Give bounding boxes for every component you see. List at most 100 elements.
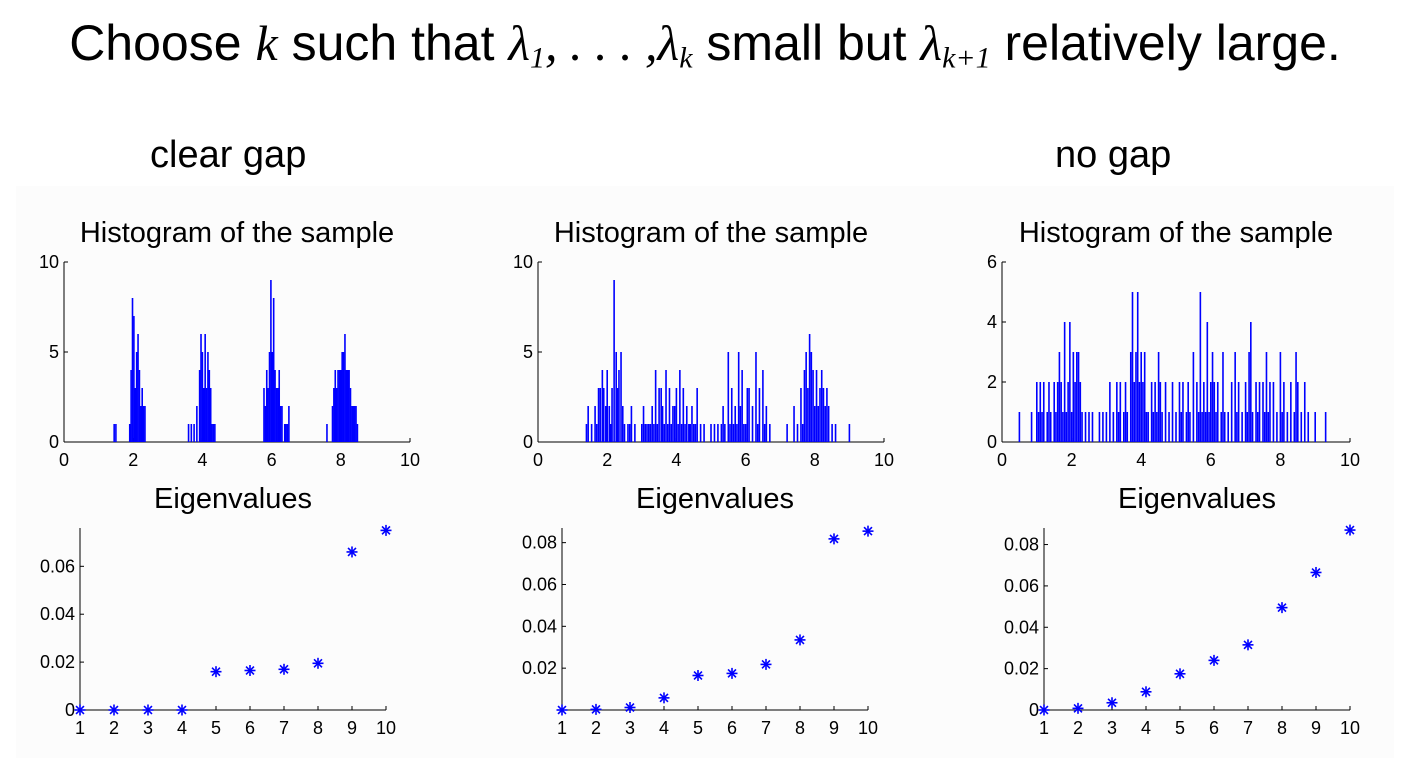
histogram-bar — [1048, 382, 1050, 442]
marker-stroke — [313, 658, 323, 668]
histogram-bar — [590, 424, 593, 442]
histogram-bar — [207, 352, 209, 442]
histogram-bar — [1018, 412, 1021, 442]
x-tick-label: 10 — [1340, 450, 1360, 470]
histogram-bar — [1196, 382, 1198, 442]
histogram-bar — [1256, 412, 1259, 442]
x-tick-label: 7 — [279, 718, 289, 738]
histogram-bar — [1060, 382, 1062, 442]
histogram-bar — [1290, 382, 1292, 442]
x-tick-label: 8 — [1275, 450, 1285, 470]
histogram-bar — [820, 370, 823, 442]
histogram-bar — [113, 424, 115, 442]
histogram-bar — [138, 370, 141, 442]
marker-stroke — [1039, 705, 1049, 715]
x-tick-label: 9 — [1311, 718, 1321, 738]
histogram-bar — [812, 370, 814, 442]
marker-stroke — [279, 664, 289, 674]
histogram-bar — [202, 388, 205, 442]
x-tick-label: 4 — [671, 450, 681, 470]
histogram-bar — [1276, 412, 1278, 442]
histogram-bar — [326, 424, 328, 442]
histogram-bar — [1030, 412, 1033, 442]
histogram-bar — [1133, 382, 1136, 442]
marker-stroke — [1209, 655, 1219, 665]
histogram-bar — [1236, 412, 1238, 442]
y-tick-label: 0.06 — [1004, 576, 1039, 596]
y-tick-label: 0.04 — [1004, 617, 1039, 637]
histogram-bar — [746, 388, 749, 442]
histogram-bar — [1076, 352, 1078, 442]
eigenvalue-point — [726, 667, 738, 679]
histogram-bar — [265, 370, 268, 442]
histogram-bar — [620, 352, 622, 442]
x-tick-label: 4 — [177, 718, 187, 738]
x-tick-label: 2 — [1067, 450, 1077, 470]
histogram-bar — [1145, 412, 1148, 442]
histogram-bar — [729, 424, 731, 442]
histogram-bar — [743, 424, 745, 442]
marker-stroke — [1073, 703, 1083, 713]
histogram-bar — [668, 388, 671, 442]
histogram-bar — [1069, 322, 1071, 442]
histogram-bar — [817, 406, 820, 442]
histogram-bar — [618, 370, 620, 442]
x-tick-label: 4 — [1136, 450, 1146, 470]
histogram-bar — [608, 406, 611, 442]
histogram-bar — [1223, 412, 1226, 442]
x-tick-label: 1 — [1039, 718, 1049, 738]
histogram-bar — [131, 298, 134, 442]
histogram-bar — [732, 424, 735, 442]
x-tick-label: 4 — [1141, 718, 1151, 738]
histogram-bar — [1197, 412, 1200, 442]
histogram-bar — [602, 388, 605, 442]
histogram-bar — [703, 424, 705, 442]
histogram-bar — [193, 424, 195, 442]
histogram-bar — [673, 406, 676, 442]
histogram-bar — [720, 424, 723, 442]
histogram-bar — [710, 424, 712, 442]
histogram-bar — [834, 424, 837, 442]
histogram-bar — [656, 424, 659, 442]
chart-title: Eigenvalues — [154, 483, 312, 515]
y-tick-label: 0 — [49, 432, 59, 452]
histogram-bar — [356, 424, 359, 442]
eigenvalue-point — [1276, 602, 1288, 614]
histogram-bar — [609, 424, 612, 442]
histogram-bar — [734, 406, 737, 442]
histogram-bar — [692, 424, 695, 442]
histogram-bar — [685, 406, 688, 442]
histogram-bar — [661, 406, 664, 442]
histogram-bar — [135, 352, 138, 442]
histogram-bar — [1180, 412, 1183, 442]
histogram-bar — [272, 298, 275, 442]
eigenvalue-point — [74, 704, 86, 716]
histogram-bar — [1297, 382, 1299, 442]
histogram-bar — [1182, 382, 1184, 442]
histogram-bar — [1227, 412, 1229, 442]
histogram-bar — [597, 388, 600, 442]
y-tick-label: 0 — [1029, 700, 1039, 720]
histogram-bar — [1234, 352, 1236, 442]
histogram-bar — [585, 424, 588, 442]
histogram-bar — [848, 424, 851, 442]
histogram-bar — [345, 370, 348, 442]
x-tick-label: 5 — [1175, 718, 1185, 738]
histogram-bar — [1042, 382, 1045, 442]
histogram-bar — [1058, 352, 1061, 442]
y-tick-label: 5 — [49, 342, 59, 362]
histogram-bar — [264, 406, 267, 442]
marker-stroke — [245, 665, 255, 676]
histogram-bar — [651, 406, 653, 442]
histogram-bar — [1272, 382, 1275, 442]
histogram-bar — [338, 370, 341, 442]
histogram-bar — [344, 334, 346, 442]
x-tick-label: 10 — [874, 450, 894, 470]
ellipsis-separator: , . . . , — [545, 15, 658, 71]
lambda-subscript-k: k — [679, 41, 693, 75]
x-tick-label: 4 — [197, 450, 207, 470]
histogram-bar — [814, 406, 816, 442]
histogram-bar — [1147, 412, 1149, 442]
histogram-bar — [140, 406, 142, 442]
histogram-bar — [190, 424, 193, 442]
